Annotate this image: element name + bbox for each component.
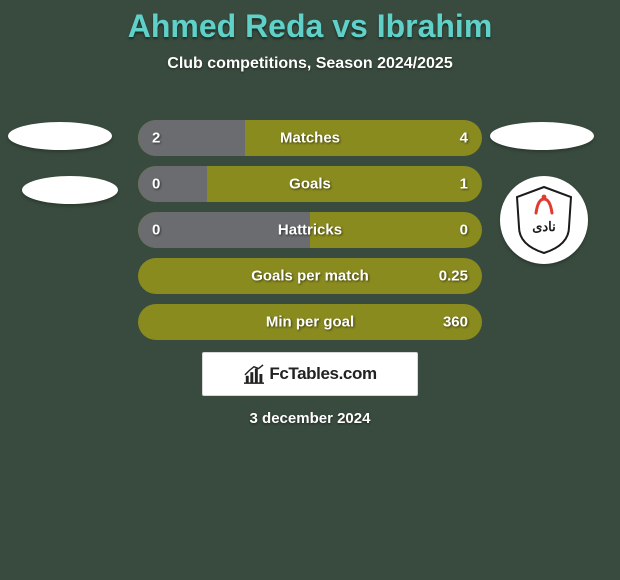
bar-right-value: 0 bbox=[460, 222, 468, 239]
stat-bar-min-per-goal: Min per goal360 bbox=[138, 304, 482, 340]
stat-bars: 2Matches40Goals10Hattricks0Goals per mat… bbox=[138, 120, 482, 350]
logo-text: FcTables.com bbox=[269, 364, 376, 384]
bar-label: Goals per match bbox=[138, 268, 482, 285]
bar-right-value: 0.25 bbox=[439, 268, 468, 285]
bar-label: Min per goal bbox=[138, 314, 482, 331]
subtitle: Club competitions, Season 2024/2025 bbox=[0, 55, 620, 73]
page-title: Ahmed Reda vs Ibrahim bbox=[0, 0, 620, 45]
bar-label: Goals bbox=[138, 176, 482, 193]
svg-text:نادى: نادى bbox=[532, 219, 556, 234]
bar-chart-icon bbox=[243, 364, 265, 384]
right-team-badge-1 bbox=[490, 122, 594, 150]
footer-date: 3 december 2024 bbox=[0, 410, 620, 427]
bar-label: Hattricks bbox=[138, 222, 482, 239]
comparison-infographic: Ahmed Reda vs Ibrahim Club competitions,… bbox=[0, 0, 620, 580]
fctables-logo: FcTables.com bbox=[202, 352, 418, 396]
right-team-badge-2: نادى bbox=[500, 176, 588, 264]
stat-bar-matches: 2Matches4 bbox=[138, 120, 482, 156]
club-crest-icon: نادى bbox=[513, 185, 575, 255]
bar-right-value: 1 bbox=[460, 176, 468, 193]
stat-bar-goals-per-match: Goals per match0.25 bbox=[138, 258, 482, 294]
stat-bar-hattricks: 0Hattricks0 bbox=[138, 212, 482, 248]
stat-bar-goals: 0Goals1 bbox=[138, 166, 482, 202]
bar-right-value: 4 bbox=[460, 130, 468, 147]
bar-label: Matches bbox=[138, 130, 482, 147]
left-team-badge-1 bbox=[8, 122, 112, 150]
bar-right-value: 360 bbox=[443, 314, 468, 331]
left-team-badge-2 bbox=[22, 176, 118, 204]
